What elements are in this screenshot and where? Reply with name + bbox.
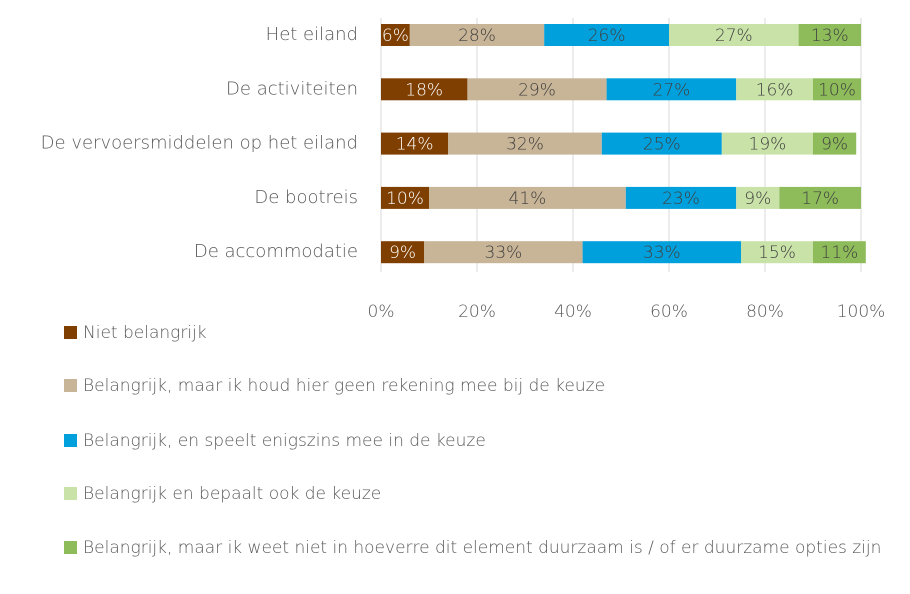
y-tick-label: De activiteiten xyxy=(226,78,358,99)
legend-item: Belangrijk, maar ik weet niet in hoeverr… xyxy=(64,535,884,562)
bar-segment xyxy=(798,24,861,46)
data-label: 14% xyxy=(396,135,434,155)
bar-segment xyxy=(409,24,545,46)
legend-label: Belangrijk, en speelt enigszins mee in d… xyxy=(83,431,486,451)
legend-item: Belangrijk, maar ik houd hier geen reken… xyxy=(64,373,884,400)
legend-swatch xyxy=(64,326,77,339)
data-label: 27% xyxy=(653,80,691,100)
data-label: 25% xyxy=(643,135,681,155)
y-tick-label: De accommodatie xyxy=(194,241,358,262)
bar-segment xyxy=(381,78,468,101)
bar-segment xyxy=(813,241,866,264)
x-tick-label: 40% xyxy=(554,302,592,320)
data-label: 15% xyxy=(758,243,796,263)
bar-segment xyxy=(813,132,857,155)
data-label: 9% xyxy=(744,189,771,209)
bar-segment xyxy=(625,186,737,209)
data-label: 6% xyxy=(382,26,409,46)
data-label: 41% xyxy=(509,189,547,209)
legend-label: Belangrijk, maar ik weet niet in hoeverr… xyxy=(83,538,882,558)
bar-segment xyxy=(736,186,780,209)
bar-segment xyxy=(467,78,607,101)
data-label: 18% xyxy=(405,80,443,100)
bar-segment xyxy=(813,78,861,101)
legend-label: Belangrijk en bepaalt ook de keuze xyxy=(83,484,382,504)
bar-segment xyxy=(424,241,583,264)
data-label: 23% xyxy=(662,189,700,209)
bar-segment xyxy=(448,132,602,155)
bar-segment xyxy=(544,24,669,46)
legend-swatch xyxy=(64,487,77,500)
bar-segment xyxy=(741,241,813,264)
data-label: 26% xyxy=(588,26,626,46)
data-label: 17% xyxy=(801,189,839,209)
legend-label: Belangrijk, maar ik houd hier geen reken… xyxy=(83,376,606,396)
x-tick-label: 20% xyxy=(458,302,496,320)
bar-segment xyxy=(381,241,425,264)
data-label: 16% xyxy=(756,80,794,100)
x-tick-label: 60% xyxy=(650,302,688,320)
legend-swatch xyxy=(64,541,77,554)
data-label: 29% xyxy=(518,80,556,100)
legend-item: Niet belangrijk xyxy=(64,320,884,347)
data-label: 19% xyxy=(749,135,787,155)
bar-segment xyxy=(381,186,429,209)
data-label: 9% xyxy=(389,243,416,263)
data-label: 10% xyxy=(386,189,424,209)
bar-segment xyxy=(606,78,737,101)
y-tick-label: De bootreis xyxy=(254,187,358,208)
legend-item: Belangrijk, en speelt enigszins mee in d… xyxy=(64,428,884,455)
bar-segment xyxy=(601,132,722,155)
bar-segment xyxy=(429,186,626,209)
bar-segment xyxy=(582,241,741,264)
bar-segment xyxy=(669,24,799,46)
y-tick-label: De vervoersmiddelen op het eiland xyxy=(41,133,358,154)
bar-segment xyxy=(779,186,861,209)
data-label: 28% xyxy=(458,26,496,46)
legend-item: Belangrijk en bepaalt ook de keuze xyxy=(64,481,884,508)
x-tick-label: 80% xyxy=(746,302,784,320)
x-tick-label: 100% xyxy=(837,302,886,320)
data-label: 33% xyxy=(643,243,681,263)
data-label: 33% xyxy=(485,243,523,263)
bar-segment xyxy=(721,132,813,155)
data-label: 27% xyxy=(715,26,753,46)
x-tick-label: 0% xyxy=(368,302,395,320)
bar-segment xyxy=(736,78,813,101)
legend-swatch xyxy=(64,379,77,392)
bar-segment xyxy=(381,24,410,46)
y-tick-label: Het eiland xyxy=(266,24,358,45)
legend-label: Niet belangrijk xyxy=(83,323,207,343)
chart: 0% 20% 40% 60% 80% 100% Het eiland 6% 28% 26% 27% 1… xyxy=(41,18,886,320)
data-label: 13% xyxy=(811,26,849,46)
data-label: 9% xyxy=(821,135,848,155)
legend-swatch xyxy=(64,434,77,447)
data-label: 10% xyxy=(818,80,856,100)
data-label: 32% xyxy=(506,135,544,155)
data-label: 11% xyxy=(821,243,859,263)
bar-segment xyxy=(381,132,449,155)
